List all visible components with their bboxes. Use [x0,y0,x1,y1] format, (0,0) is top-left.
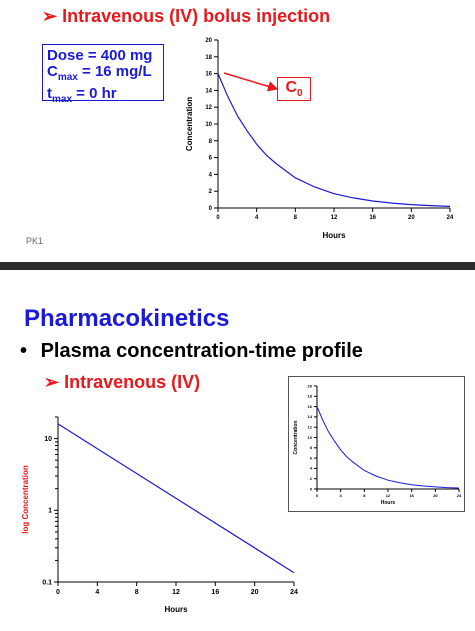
cmax-line: Cmax = 16 mg/L [47,64,163,86]
y-tick-label: 18 [308,394,313,399]
y-tick-label: 4 [209,172,213,178]
y-tick-label: 20 [308,383,313,388]
y-tick-label: 10 [44,436,52,443]
y-tick-label: 0 [310,486,313,491]
y-tick-label: 14 [308,414,313,419]
x-axis-label: Hours [381,500,396,506]
dose-line: Dose = 400 mg [47,47,153,64]
y-axis-label: Concentration [185,97,194,151]
y-tick-label: 8 [209,139,213,145]
x-tick-label: 12 [331,215,338,221]
y-tick-label: 2 [310,476,313,481]
c0-subscript: 0 [297,88,303,100]
bullet-item: • Plasma concentration-time profile [20,340,363,363]
x-tick-label: 4 [255,215,259,221]
y-tick-label: 18 [205,55,212,61]
x-tick-label: 8 [294,215,298,221]
y-tick-label: 6 [310,455,313,460]
tmax-symbol: t [47,85,52,102]
y-axis-label: Concentration [293,421,299,455]
y-tick-label: 10 [308,435,313,440]
tmax-subscript: max [52,94,73,105]
arrow-bullet-icon: ➢ [42,6,58,26]
x-tick-label: 0 [316,493,319,498]
y-tick-label: 2 [209,189,213,195]
slide-divider [0,262,475,270]
bottom-log-concentration-chart: 0 4 8 12 16 20 24 0.1 1 10 Hours log Concentration [21,416,298,614]
arrow-bullet-icon: ➢ [44,372,60,392]
y-axis-label: log Concentration [21,465,30,534]
y-tick-label: 20 [205,38,212,44]
inset-chart-frame: 0 4 8 12 16 20 24 0 2 4 6 8 10 12 14 16 18 20 Hours Concent… [288,376,465,512]
x-tick-label: 20 [408,215,415,221]
x-tick-label: 16 [369,215,376,221]
bullet-dot-icon: • [20,340,28,362]
x-tick-label: 24 [290,589,298,596]
dose-info-box: Dose = 400 mg Cmax = 16 mg/L tmax = 0 hr [42,44,164,105]
cmax-value: = 16 mg/L [77,63,152,80]
x-tick-label: 24 [457,493,462,498]
inset-concentration-chart: 0 4 8 12 16 20 2402468101214161820HoursConcent… [293,383,462,506]
bullet-text: Plasma concentration-time profile [40,340,363,362]
y-tick-label: 16 [308,404,313,409]
x-tick-label: 12 [172,589,180,596]
y-tick-label: 12 [205,105,212,111]
x-tick-label: 8 [135,589,139,596]
y-tick-label: 0 [209,206,213,212]
x-tick-label: 16 [409,493,414,498]
y-tick-label: 4 [310,466,313,471]
y-tick-label: 10 [205,122,212,128]
sub-bullet: ➢ Intravenous (IV) [44,372,200,393]
page-title: Pharmacokinetics [24,305,230,332]
series-line [316,406,460,489]
y-tick-label: 14 [205,88,212,94]
y-tick-label: 16 [205,72,212,78]
slide1-heading-text: Intravenous (IV) bolus injection [62,6,331,26]
x-tick-label: 16 [211,589,219,596]
x-tick-label: 20 [433,493,438,498]
cmax-symbol: C [47,63,58,80]
x-tick-label: 20 [251,589,259,596]
c0-arrow-line [223,72,279,92]
slide1-heading: ➢ Intravenous (IV) bolus injection [42,6,330,27]
y-tick-label: 8 [310,445,313,450]
tmax-line: tmax = 0 hr [47,86,163,108]
x-tick-label: 4 [340,493,343,498]
slide-footer: PK1 [26,236,44,246]
x-tick-label: 8 [363,493,366,498]
x-tick-label: 4 [95,589,99,596]
x-tick-label: 0 [216,215,220,221]
tmax-value: = 0 hr [72,85,117,102]
c0-symbol: C [285,79,297,96]
y-tick-label: 6 [209,156,213,162]
y-tick-label: 1 [48,508,52,515]
x-tick-label: 24 [447,215,454,221]
series-line [57,423,295,574]
x-axis-label: Hours [322,231,346,240]
y-tick-label: 0.1 [42,579,52,586]
x-tick-label: 12 [386,493,391,498]
sub-bullet-text: Intravenous (IV) [64,372,201,392]
x-axis-label: Hours [164,605,188,614]
c0-callout: C0 [277,77,311,101]
series-line [217,73,451,207]
top-concentration-chart: 0 4 8 12 16 20 2402468101214161820HoursConcent… [185,38,454,240]
y-tick-label: 12 [308,425,313,430]
c0-arrow [223,72,279,92]
cmax-subscript: max [57,72,78,83]
x-tick-label: 0 [56,589,60,596]
